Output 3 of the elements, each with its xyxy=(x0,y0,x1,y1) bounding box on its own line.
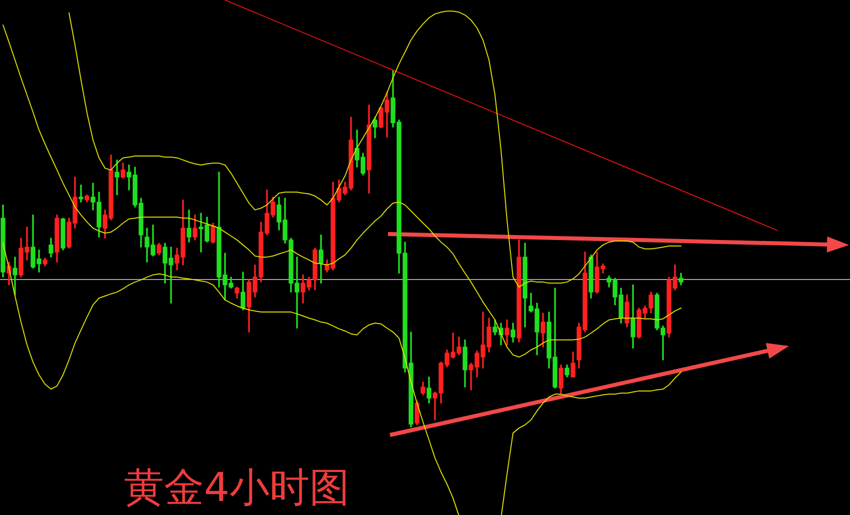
candlestick xyxy=(12,256,18,296)
candlestick xyxy=(114,160,120,196)
text: 黄金4小时图 xyxy=(124,465,350,511)
